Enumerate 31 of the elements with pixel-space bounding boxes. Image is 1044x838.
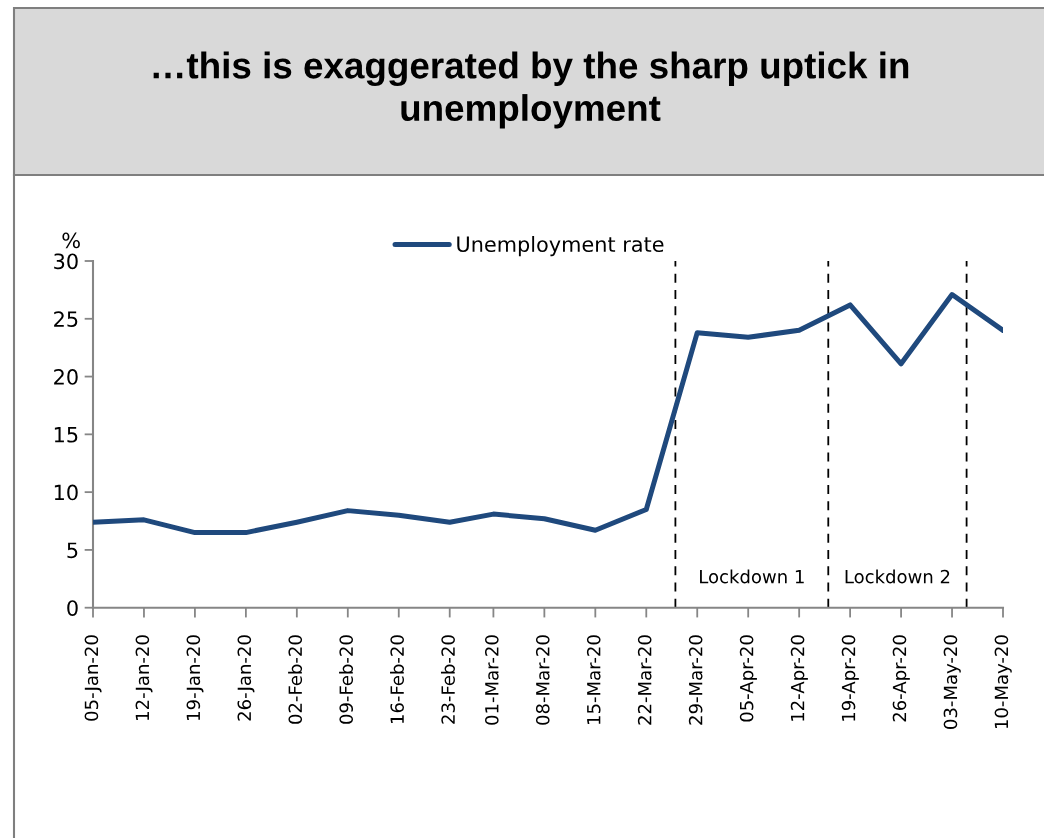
y-tick-label: 10 xyxy=(54,484,78,501)
x-tick-label: 15-Mar-20 xyxy=(586,635,601,724)
x-tick-label: 08-Mar-20 xyxy=(535,635,550,725)
x-tick-label: 10-May-20 xyxy=(994,635,1012,729)
x-tick-label: 09-Feb-20 xyxy=(339,635,354,724)
x-tick-label: 05-Jan-20 xyxy=(84,635,102,721)
y-tick-label: 15 xyxy=(54,427,78,443)
y-axis-title: % xyxy=(62,232,80,249)
x-tick-label: 29-Mar-20 xyxy=(688,635,703,725)
x-tick-label: 01-Mar-20 xyxy=(484,635,499,725)
x-tick-label: 12-Jan-20 xyxy=(135,635,153,720)
x-tick-label: 22-Mar-20 xyxy=(637,635,652,725)
x-tick-label: 03-May-20 xyxy=(943,635,961,729)
x-tick-label: 16-Feb-20 xyxy=(390,635,404,724)
y-tick-label: 30 xyxy=(54,253,78,270)
y-tick-label: 25 xyxy=(54,311,78,327)
x-tick-label: 05-Apr-20 xyxy=(739,635,757,722)
y-tick-label: 0 xyxy=(67,600,78,616)
legend-label: Unemployment rate xyxy=(457,235,664,257)
x-tick-label: 26-Jan-20 xyxy=(237,635,255,721)
x-tick-label: 12-Apr-20 xyxy=(790,635,808,721)
y-tick-label: 5 xyxy=(67,542,78,559)
x-tick-label: 19-Apr-20 xyxy=(841,635,859,721)
chart-title: …this is exaggerated by the sharp uptick in unemployment xyxy=(153,51,909,129)
ref-line-label: Lockdown 1 xyxy=(700,569,804,584)
ref-line-label: Lockdown 2 xyxy=(845,569,950,584)
x-tick-label: 23-Feb-20 xyxy=(440,635,455,724)
x-tick-label: 26-Apr-20 xyxy=(892,635,910,722)
y-tick-label: 20 xyxy=(54,369,78,385)
x-tick-label: 19-Jan-20 xyxy=(186,635,204,720)
x-tick-label: 02-Feb-20 xyxy=(288,635,303,724)
